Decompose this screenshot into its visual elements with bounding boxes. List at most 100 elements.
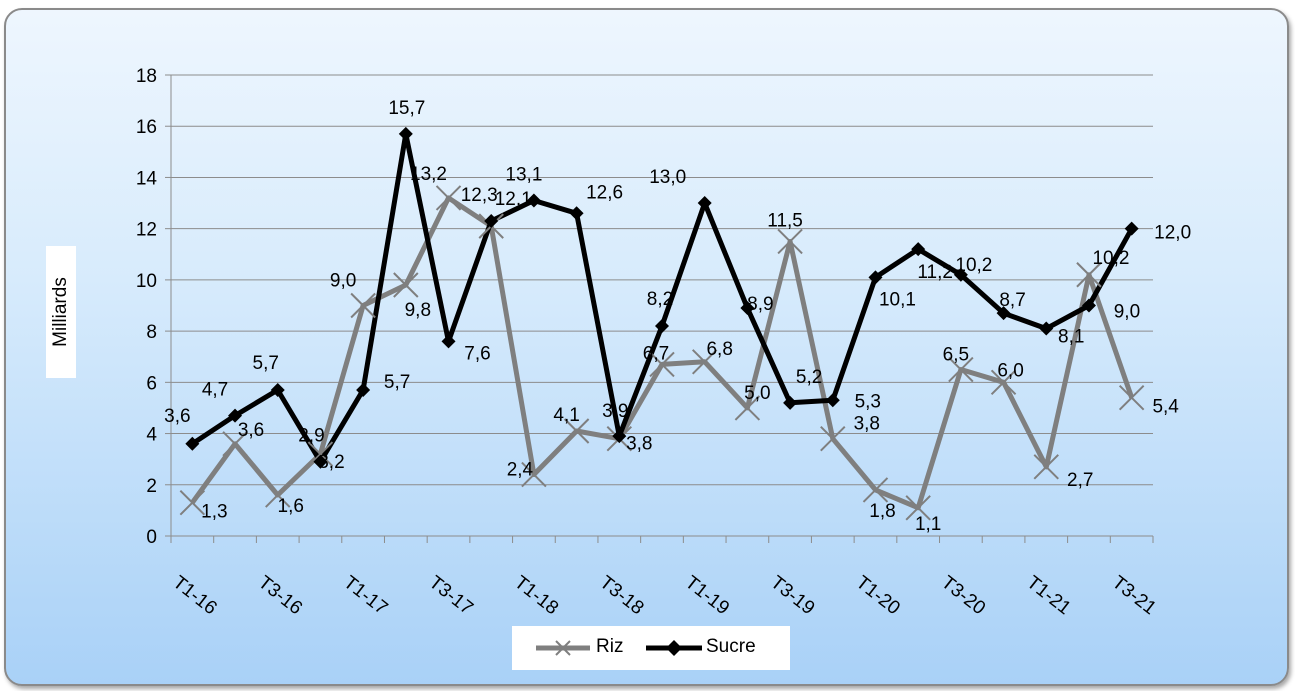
data-label-riz: 1,3 — [201, 502, 227, 523]
data-label-sucre: 7,6 — [464, 343, 490, 364]
marker-riz — [990, 369, 1017, 396]
data-label-riz: 4,1 — [553, 405, 579, 426]
data-label-riz: 12,1 — [495, 189, 532, 210]
marker-sucre — [996, 306, 1011, 321]
data-label-sucre: 5,7 — [253, 353, 279, 374]
data-label-riz: 1,1 — [915, 514, 941, 535]
data-label-riz: 6,7 — [643, 343, 669, 364]
data-label-riz: 2,4 — [507, 460, 534, 481]
marker-riz — [862, 477, 889, 503]
marker-sucre — [356, 383, 371, 398]
x-tick-label: T1-18 — [510, 572, 562, 619]
x-tick-label: T1-20 — [852, 572, 904, 619]
data-label-sucre: 9,0 — [1114, 302, 1140, 323]
marker-riz — [649, 351, 675, 378]
legend-item-sucre: Sucre — [644, 636, 784, 660]
y-tick-label: 12 — [136, 220, 157, 241]
marker-sucre — [228, 408, 243, 423]
data-label-sucre: 10,1 — [879, 289, 916, 310]
data-label-riz: 13,2 — [410, 164, 447, 185]
data-label-riz: 6,0 — [997, 360, 1023, 381]
marker-riz — [1033, 454, 1059, 480]
marker-riz — [734, 395, 761, 421]
y-tick-label: 18 — [136, 66, 157, 87]
legend-label-sucre: Sucre — [706, 636, 756, 657]
marker-sucre — [911, 242, 926, 257]
data-label-riz: 3,6 — [238, 420, 264, 441]
data-label-sucre: 2,9 — [298, 426, 324, 447]
marker-sucre — [740, 301, 755, 316]
marker-sucre — [868, 270, 883, 285]
x-tick-label: T1-17 — [339, 572, 391, 619]
data-label-sucre: 5,3 — [855, 391, 881, 412]
data-label-sucre: 5,7 — [384, 372, 410, 393]
axes — [165, 74, 1154, 543]
marker-riz — [222, 431, 248, 457]
data-label-riz: 1,8 — [869, 501, 895, 522]
data-label-sucre: 10,2 — [955, 255, 992, 276]
marker-riz — [777, 228, 803, 255]
marker-sucre — [1124, 221, 1139, 236]
x-tick-label: T1-19 — [681, 572, 733, 619]
x-tick-label: T3-21 — [1108, 572, 1160, 619]
marker-sucre — [953, 267, 968, 282]
marker-sucre — [1081, 298, 1096, 313]
data-label-sucre: 12,3 — [461, 185, 498, 206]
legend-swatch-riz — [536, 640, 590, 656]
marker-riz — [521, 461, 547, 488]
data-label-riz: 6,8 — [706, 339, 732, 360]
marker-riz — [393, 272, 419, 298]
x-tick-labels: T1-16 T3-16 T1-17 T3-17 T1-18 T3-18 T1-19 T3-19… — [169, 572, 1160, 619]
x-tick-label: T1-16 — [169, 572, 221, 619]
data-label-sucre: 3,9 — [602, 401, 628, 422]
data-label-riz: 9,8 — [405, 300, 431, 321]
data-label-riz: 3,2 — [318, 452, 344, 473]
data-label-sucre: 13,0 — [649, 167, 686, 188]
marker-riz — [179, 489, 206, 516]
y-tick-label: 0 — [146, 527, 157, 548]
data-label-sucre: 11,2 — [917, 262, 953, 283]
y-tick-label: 2 — [146, 476, 157, 497]
marker-riz — [563, 418, 590, 444]
marker-sucre — [441, 334, 456, 349]
marker-riz — [905, 495, 931, 521]
marker-riz — [350, 292, 376, 319]
legend-label-riz: Riz — [596, 636, 624, 657]
data-label-riz: 10,2 — [1092, 248, 1129, 269]
x-tick-label: T3-18 — [596, 572, 648, 619]
y-tick-label: 6 — [146, 373, 157, 394]
marker-sucre — [569, 206, 584, 221]
legend-item-riz: Riz — [534, 636, 639, 660]
data-label-sucre: 15,7 — [388, 98, 425, 119]
data-label-riz: 5,0 — [744, 383, 770, 404]
data-label-sucre: 12,6 — [586, 182, 623, 203]
marker-sucre — [270, 383, 285, 398]
marker-riz — [820, 425, 846, 452]
data-label-sucre: 8,7 — [999, 290, 1025, 311]
x-tick-label: T3-16 — [254, 572, 306, 619]
data-label-sucre: 12,0 — [1154, 223, 1191, 244]
marker-riz — [691, 349, 718, 375]
series-markers — [179, 126, 1145, 521]
data-label-riz: 3,8 — [854, 414, 880, 435]
marker-sucre — [398, 126, 413, 141]
marker-sucre — [825, 393, 840, 408]
legend: Riz Sucre — [512, 626, 790, 670]
marker-riz — [435, 185, 462, 211]
y-tick-label: 16 — [136, 117, 157, 138]
marker-sucre — [783, 395, 798, 410]
y-tick-label: 8 — [146, 322, 157, 343]
y-tick-label: 4 — [146, 425, 157, 446]
marker-riz — [265, 482, 291, 508]
data-labels: 1,3 3,6 1,6 3,2 9,0 9,8 13,2 12,1 2,4 4,1 3,8 6,7 6,… — [164, 98, 1191, 535]
marker-riz — [307, 441, 334, 467]
y-axis-label-box — [46, 246, 76, 378]
x-tick-label: T1-21 — [1023, 572, 1075, 619]
marker-sucre — [185, 436, 200, 451]
data-label-riz: 2,7 — [1067, 470, 1093, 491]
marker-sucre — [313, 454, 328, 469]
data-label-riz: 1,6 — [278, 496, 304, 517]
marker-sucre — [526, 193, 541, 208]
marker-sucre — [655, 318, 669, 333]
